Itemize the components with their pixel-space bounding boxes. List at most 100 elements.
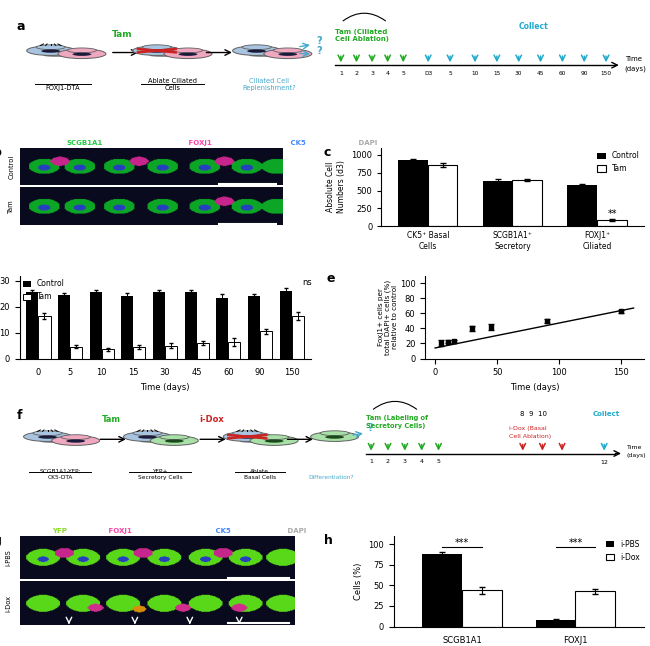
Text: Differentiation?: Differentiation? <box>309 475 354 480</box>
Ellipse shape <box>264 49 312 59</box>
Bar <box>216 298 228 359</box>
Bar <box>567 185 597 226</box>
Bar <box>428 165 458 226</box>
Text: CK5: CK5 <box>213 528 231 534</box>
Bar <box>58 295 70 359</box>
Ellipse shape <box>150 436 198 445</box>
Ellipse shape <box>247 50 266 53</box>
Ellipse shape <box>179 52 198 56</box>
Ellipse shape <box>38 435 57 439</box>
Bar <box>280 291 292 359</box>
Text: FOXJ1: FOXJ1 <box>106 528 132 534</box>
Text: ns: ns <box>302 278 312 287</box>
Bar <box>597 220 627 226</box>
Text: SCGB1A1-YFP;
CK5-DTA: SCGB1A1-YFP; CK5-DTA <box>39 469 81 480</box>
Y-axis label: Cells (%): Cells (%) <box>354 563 363 600</box>
Ellipse shape <box>223 432 271 441</box>
Text: Tam: Tam <box>112 30 133 39</box>
Bar <box>398 160 428 226</box>
Ellipse shape <box>140 441 172 443</box>
Bar <box>38 316 51 359</box>
Bar <box>102 349 114 359</box>
Ellipse shape <box>240 441 271 443</box>
Text: Tam: Tam <box>102 415 122 424</box>
Ellipse shape <box>273 48 302 53</box>
Ellipse shape <box>238 435 257 439</box>
Text: ?: ? <box>316 46 322 56</box>
Ellipse shape <box>33 431 62 435</box>
Ellipse shape <box>36 45 65 50</box>
Bar <box>422 554 462 627</box>
Bar <box>292 316 304 359</box>
Text: Tam: Tam <box>8 199 14 213</box>
Ellipse shape <box>164 49 212 59</box>
Bar <box>512 180 542 226</box>
Ellipse shape <box>242 45 271 50</box>
Text: i-PBS: i-PBS <box>5 549 11 566</box>
Ellipse shape <box>160 435 189 439</box>
Ellipse shape <box>233 431 262 435</box>
Ellipse shape <box>148 50 166 53</box>
Text: i-Dox: i-Dox <box>200 415 224 424</box>
Ellipse shape <box>66 439 85 443</box>
Text: Ablate Ciliated
Cells: Ablate Ciliated Cells <box>148 78 197 91</box>
Legend: Control, Tam: Control, Tam <box>23 280 65 301</box>
Text: FOXJ1-DTA: FOXJ1-DTA <box>46 85 81 91</box>
Bar <box>165 346 177 359</box>
Ellipse shape <box>58 49 106 59</box>
Bar <box>185 293 197 359</box>
Ellipse shape <box>133 46 181 56</box>
Text: DAPI: DAPI <box>285 528 306 534</box>
Text: YFP: YFP <box>53 528 68 534</box>
Text: i-Dox: i-Dox <box>5 594 11 612</box>
Ellipse shape <box>142 45 172 50</box>
X-axis label: Time (days): Time (days) <box>510 383 559 391</box>
Bar <box>90 293 102 359</box>
Bar <box>462 590 502 627</box>
Ellipse shape <box>41 50 60 53</box>
Text: SCGB1A1: SCGB1A1 <box>67 140 103 146</box>
Ellipse shape <box>320 431 349 435</box>
Text: e: e <box>327 271 335 284</box>
Y-axis label: FoxJ1+ cells per
total DAPI+ cells (%)
relative to control: FoxJ1+ cells per total DAPI+ cells (%) r… <box>378 280 398 355</box>
Bar <box>228 342 240 359</box>
Text: ?: ? <box>368 423 373 433</box>
Ellipse shape <box>311 432 359 441</box>
Legend: i-PBS, i-Dox: i-PBS, i-Dox <box>606 539 640 561</box>
Ellipse shape <box>51 436 99 445</box>
Ellipse shape <box>23 432 72 441</box>
Bar <box>248 297 260 359</box>
Ellipse shape <box>325 435 344 439</box>
Text: Control: Control <box>8 154 14 178</box>
Text: DAPI: DAPI <box>356 140 378 146</box>
Ellipse shape <box>174 48 203 53</box>
Text: ***: *** <box>568 537 582 548</box>
Ellipse shape <box>124 432 172 441</box>
Text: CK5: CK5 <box>288 140 306 146</box>
Bar <box>197 343 209 359</box>
Text: h: h <box>324 534 333 547</box>
Text: b: b <box>0 146 2 159</box>
Bar <box>536 620 575 627</box>
Ellipse shape <box>68 48 96 53</box>
Text: Ablate
Basal Cells: Ablate Basal Cells <box>244 469 276 480</box>
Text: f: f <box>16 408 22 422</box>
Text: **: ** <box>608 209 617 219</box>
Ellipse shape <box>72 52 92 56</box>
Ellipse shape <box>41 441 72 443</box>
Ellipse shape <box>133 431 162 435</box>
Bar <box>483 180 512 226</box>
Text: c: c <box>324 146 331 159</box>
Text: YFP+
Secretory Cells: YFP+ Secretory Cells <box>138 469 182 480</box>
Bar <box>575 591 615 627</box>
Bar <box>27 293 38 359</box>
Bar <box>260 331 272 359</box>
Ellipse shape <box>250 54 281 56</box>
X-axis label: Time (days): Time (days) <box>140 383 190 391</box>
Text: g: g <box>0 534 1 547</box>
Ellipse shape <box>138 435 157 439</box>
Ellipse shape <box>265 439 283 443</box>
Ellipse shape <box>233 46 281 56</box>
Legend: Control, Tam: Control, Tam <box>597 151 640 173</box>
Y-axis label: Absolute Cell
Numbers (d3): Absolute Cell Numbers (d3) <box>326 161 346 213</box>
